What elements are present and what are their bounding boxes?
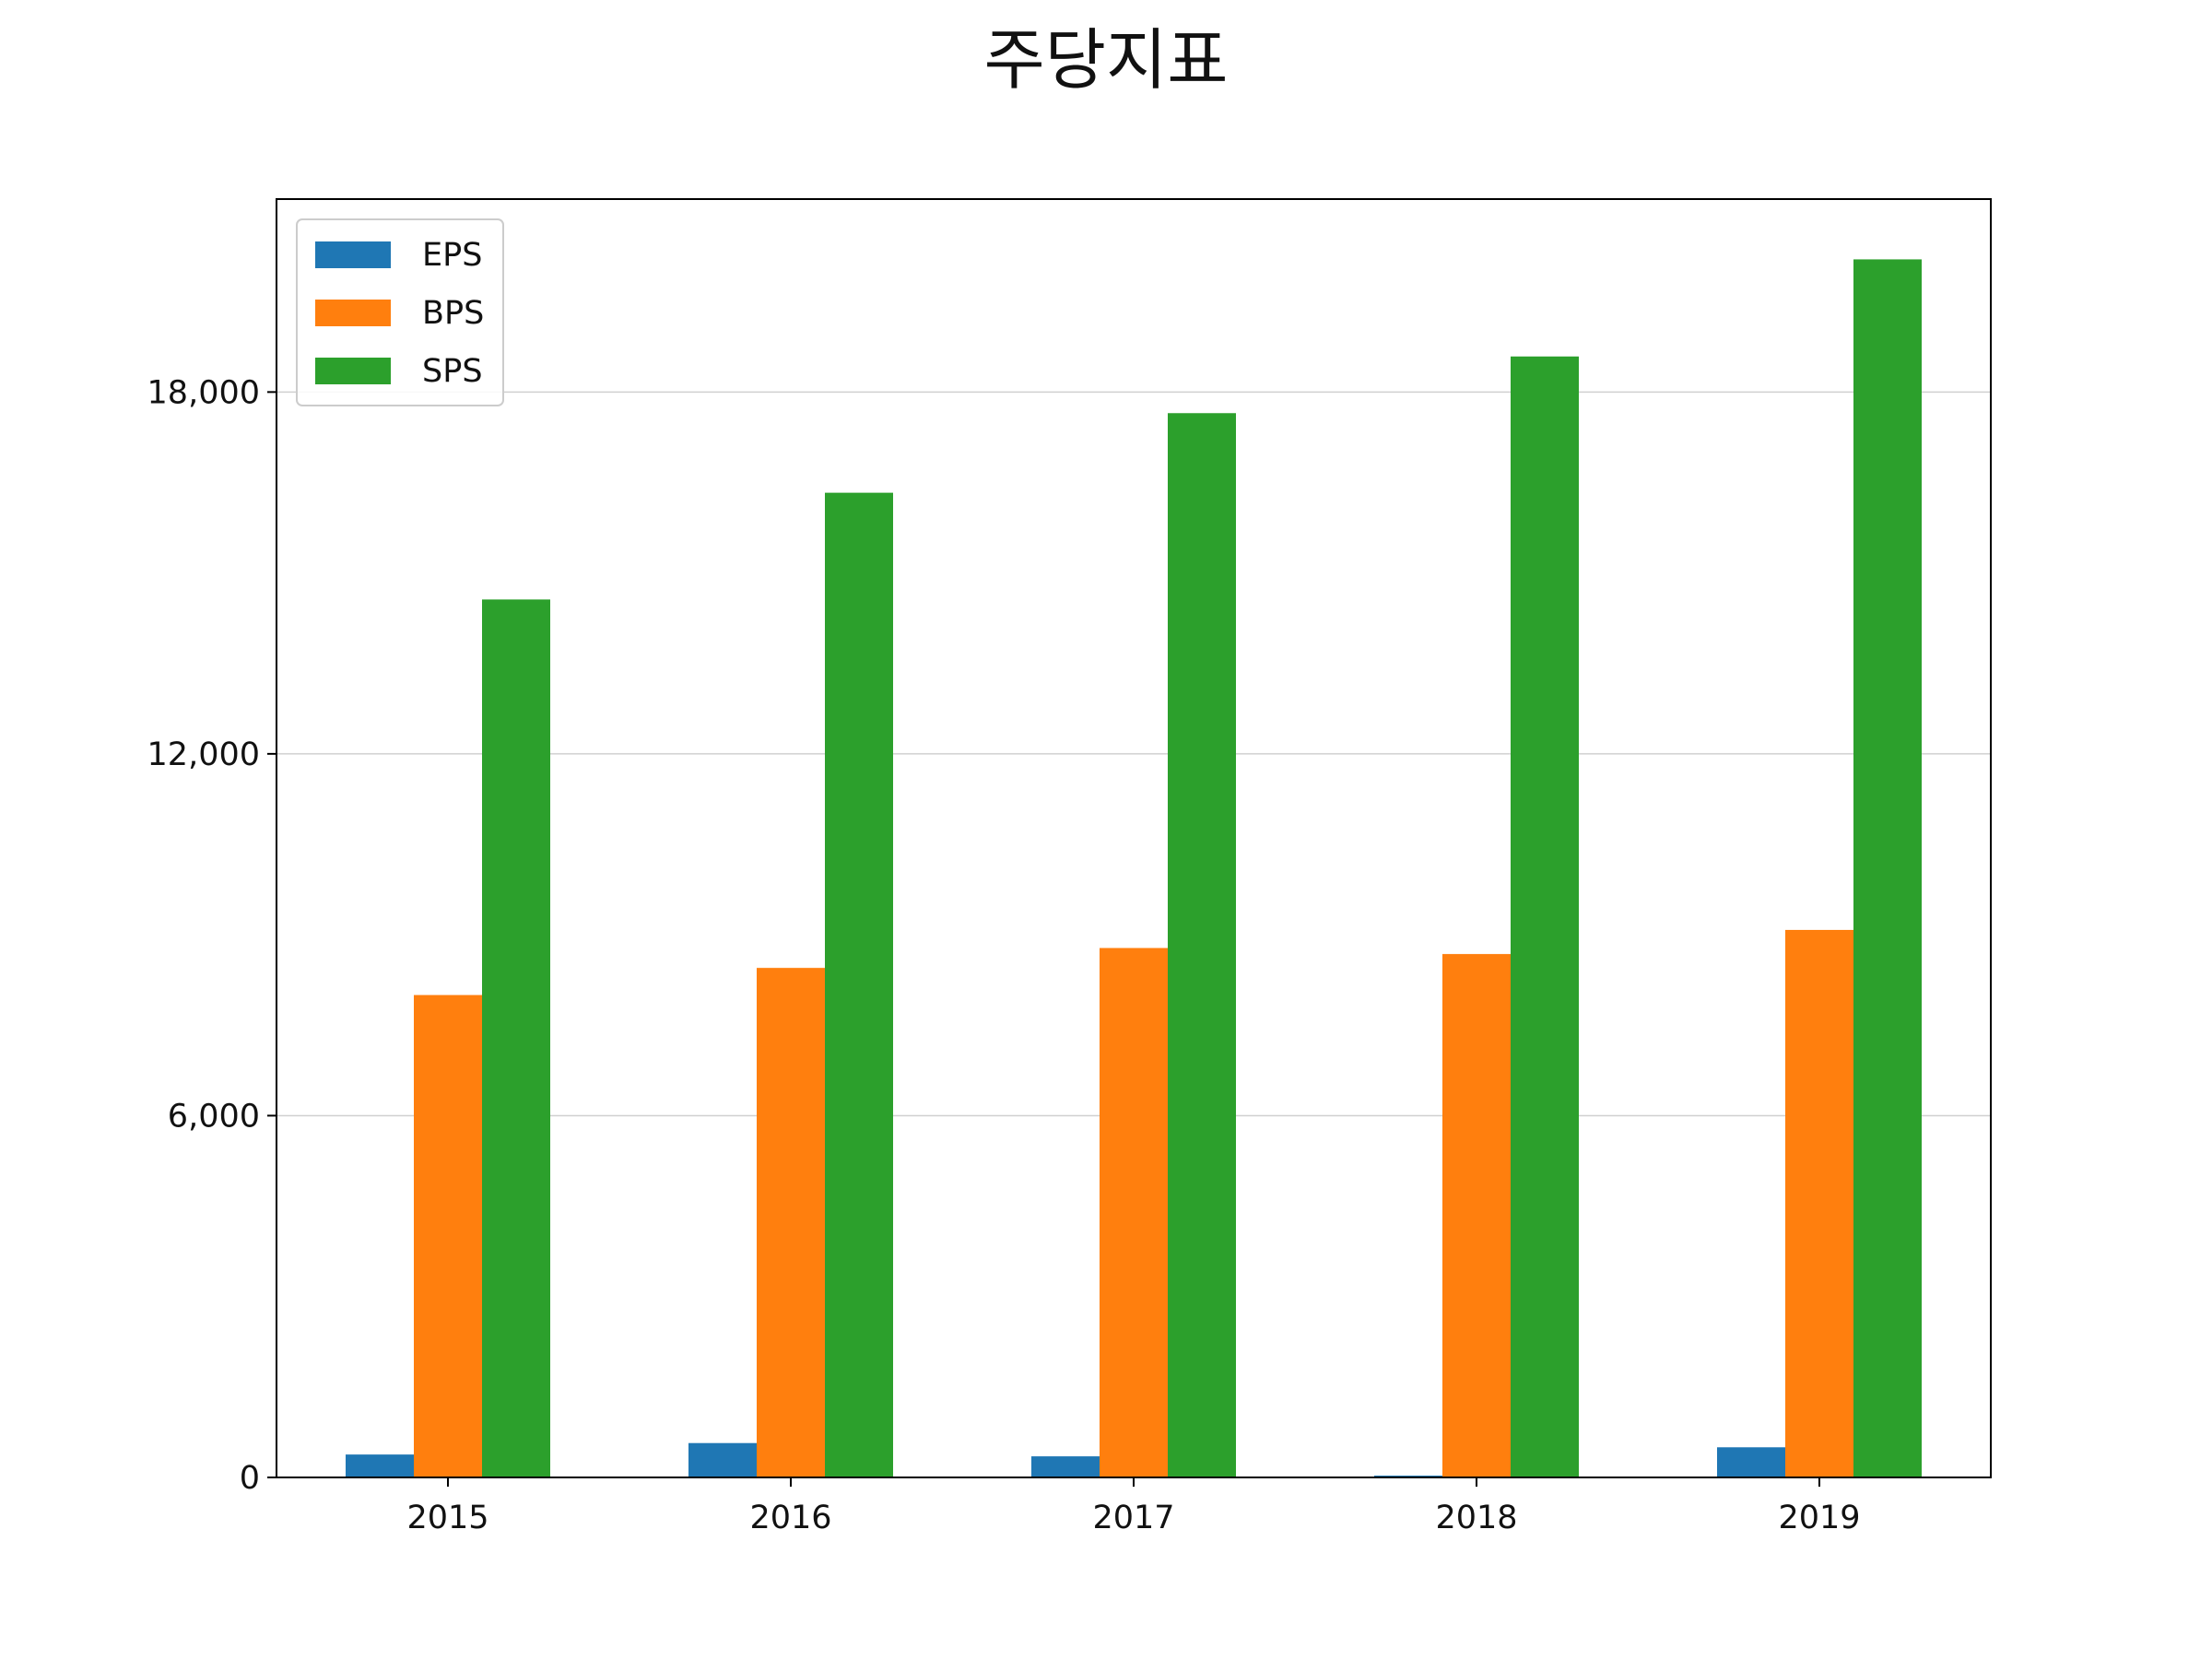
bar-bps-2018 — [1442, 954, 1511, 1477]
legend-label-bps: BPS — [422, 295, 484, 332]
y-tick-label: 18,000 — [147, 374, 260, 411]
y-tick-label: 0 — [240, 1460, 260, 1497]
x-tick-label: 2018 — [1435, 1500, 1517, 1536]
legend-swatch-bps — [315, 300, 391, 326]
bar-sps-2017 — [1168, 413, 1236, 1477]
x-tick-label: 2017 — [1092, 1500, 1174, 1536]
legend-swatch-eps — [315, 241, 391, 268]
bar-sps-2019 — [1853, 259, 1922, 1477]
bar-sps-2018 — [1511, 356, 1579, 1477]
x-tick-label: 2015 — [406, 1500, 488, 1536]
bars — [346, 259, 1922, 1477]
y-axis: 0 6,000 12,000 18,000 — [147, 374, 276, 1497]
legend-label-eps: EPS — [422, 237, 482, 274]
bar-eps-2015 — [346, 1454, 414, 1477]
bar-eps-2019 — [1717, 1447, 1785, 1477]
bar-bps-2019 — [1785, 929, 1853, 1477]
bar-bps-2017 — [1100, 947, 1168, 1477]
x-tick-label: 2016 — [749, 1500, 831, 1536]
legend-label-sps: SPS — [422, 353, 483, 390]
y-tick-label: 6,000 — [168, 1098, 260, 1135]
bar-sps-2016 — [825, 492, 893, 1477]
y-tick-label: 12,000 — [147, 736, 260, 773]
bar-eps-2016 — [688, 1442, 757, 1477]
legend-swatch-sps — [315, 358, 391, 384]
bar-bps-2016 — [757, 968, 825, 1477]
x-tick-label: 2019 — [1778, 1500, 1860, 1536]
legend: EPS BPS SPS — [296, 218, 504, 406]
bar-sps-2015 — [482, 599, 550, 1477]
bar-bps-2015 — [414, 994, 482, 1477]
x-axis: 2015 2016 2017 2018 2019 — [406, 1477, 1861, 1536]
chart-title: 주당지표 — [984, 21, 1229, 99]
bar-eps-2017 — [1031, 1456, 1100, 1477]
